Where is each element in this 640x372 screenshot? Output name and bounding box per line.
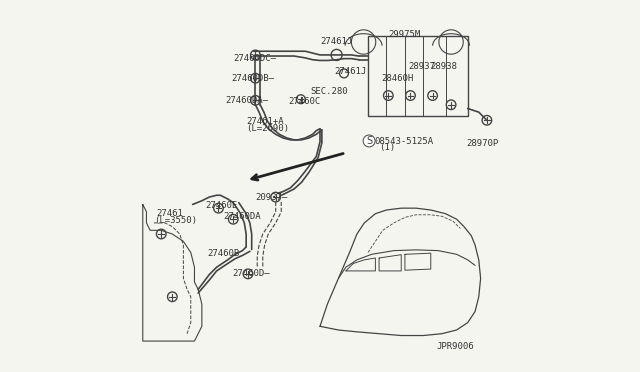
Text: 27460B: 27460B (207, 249, 239, 258)
Text: 29975M: 29975M (388, 30, 421, 39)
Text: 27460DA: 27460DA (223, 212, 260, 221)
Text: 20937—: 20937— (255, 193, 287, 202)
Text: (1): (1) (379, 144, 396, 153)
Text: 28970P: 28970P (466, 139, 498, 148)
Text: 27461J: 27461J (334, 67, 366, 76)
Text: 27461+A: 27461+A (246, 117, 284, 126)
Text: 08543-5125A: 08543-5125A (374, 137, 433, 146)
Text: SEC.280: SEC.280 (311, 87, 348, 96)
Text: S: S (366, 136, 372, 146)
Text: 28938: 28938 (431, 61, 458, 71)
Text: 27460C: 27460C (288, 97, 320, 106)
Text: 27460DA—: 27460DA— (225, 96, 268, 105)
Text: 28460H: 28460H (381, 74, 413, 83)
Text: 27460D—: 27460D— (232, 269, 269, 278)
Text: 27460E: 27460E (205, 201, 238, 210)
Text: (L=2690): (L=2690) (246, 124, 289, 132)
Text: 27461J: 27461J (321, 37, 353, 46)
Bar (368, 36, 468, 116)
Text: 28937: 28937 (408, 61, 435, 71)
Text: 27461: 27461 (157, 209, 184, 218)
Text: (L=3550): (L=3550) (155, 216, 198, 225)
Text: 27460DC—: 27460DC— (233, 54, 276, 63)
Text: JPR9006: JPR9006 (436, 342, 474, 351)
Text: 27460DB—: 27460DB— (232, 74, 275, 83)
